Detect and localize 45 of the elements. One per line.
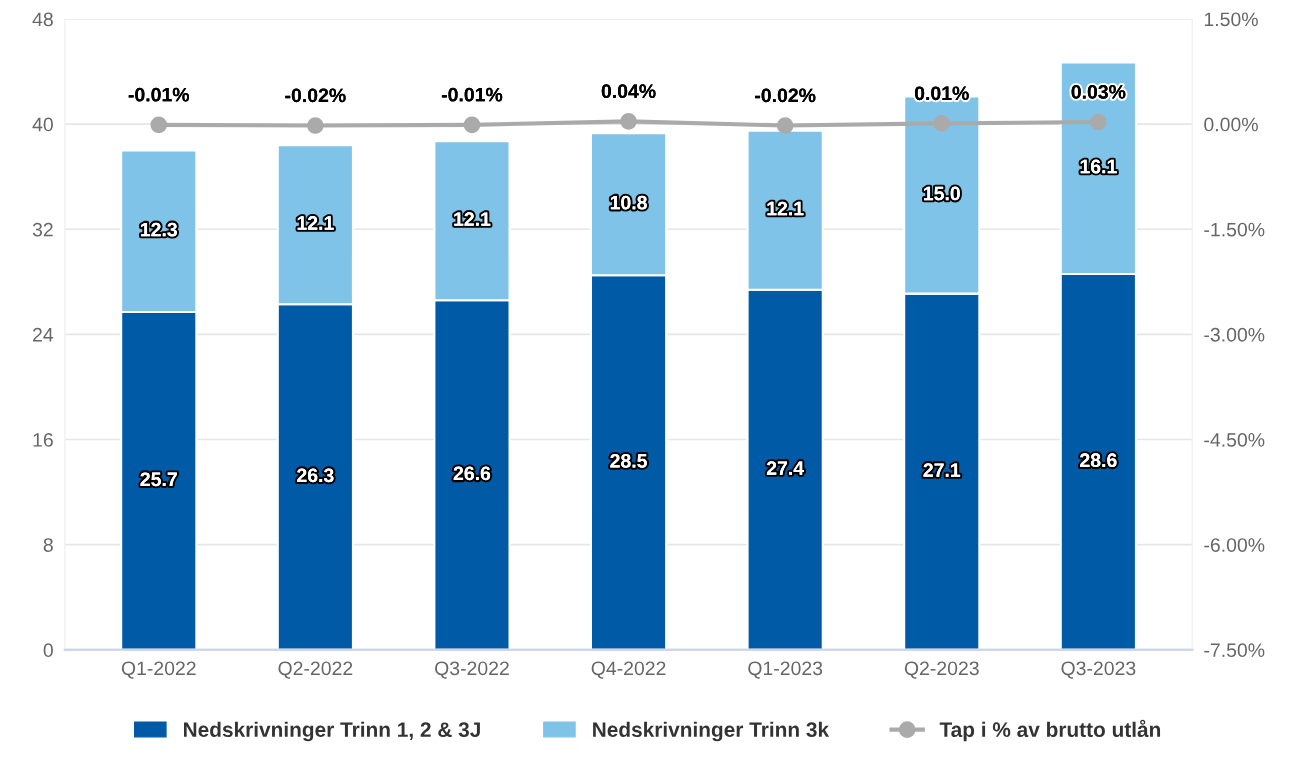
y2-tick-label: -6.00% [1204, 538, 1265, 552]
y2-tick-label: -4.50% [1204, 433, 1265, 447]
data-label: 12.3 [141, 222, 177, 237]
data-label: -0.02% [285, 88, 346, 103]
data-label: 12.1 [454, 212, 491, 226]
data-label: 28.6 [1080, 453, 1117, 468]
y-tick-label: 32 [32, 222, 53, 237]
data-label: -0.01% [128, 87, 190, 102]
y2-tick-label: 1.50% [1204, 12, 1258, 27]
y-tick-label: 40 [32, 117, 53, 132]
data-label: 0.03% [1071, 84, 1126, 99]
data-label: 27.1 [923, 463, 961, 477]
data-label: 10.8 [610, 195, 647, 210]
x-tick-label: Q4-2022 [591, 661, 666, 679]
data-label: 26.3 [297, 468, 334, 483]
data-label: 25.7 [140, 472, 177, 487]
data-label: 16.1 [1080, 159, 1117, 174]
x-tick-label: Q1-2022 [121, 661, 196, 679]
y2-tick-label: 0.00% [1204, 117, 1258, 132]
legend-label: Tap i % av brutto utlån [939, 719, 1161, 742]
x-tick-label: Q1-2023 [748, 661, 823, 679]
x-tick-label: Q3-2022 [435, 661, 509, 679]
x-tick-label: Q2-2022 [278, 661, 353, 679]
data-label: 26.6 [453, 466, 491, 481]
y-tick-label: 24 [33, 327, 54, 342]
y-tick-label: 16 [33, 433, 53, 447]
y-tick-label: 48 [32, 12, 53, 27]
y2-tick-label: -3.00% [1204, 327, 1265, 342]
y2-tick-label: -7.50% [1204, 643, 1265, 658]
y2-tick-label: -1.50% [1204, 222, 1265, 237]
legend-label: Nedskrivninger Trinn 1, 2 & 3J [184, 721, 480, 742]
data-label: 28.5 [610, 453, 647, 468]
data-label: 0.01% [914, 86, 969, 101]
data-label: 27.4 [766, 461, 804, 475]
data-label: 15.0 [924, 186, 960, 201]
data-label: -0.01% [441, 87, 503, 102]
legend-label: Nedskrivninger Trinn 3k [593, 721, 830, 742]
x-tick-label: Q2-2023 [904, 661, 979, 679]
data-label: 12.1 [297, 216, 334, 230]
data-label: 0.04% [601, 84, 656, 99]
data-label: -0.02% [755, 88, 816, 103]
x-tick-label: Q3-2023 [1061, 661, 1136, 679]
y-tick-label: 8 [43, 538, 53, 552]
data-label: 12.1 [767, 201, 804, 216]
y-tick-label: 0 [43, 643, 53, 658]
